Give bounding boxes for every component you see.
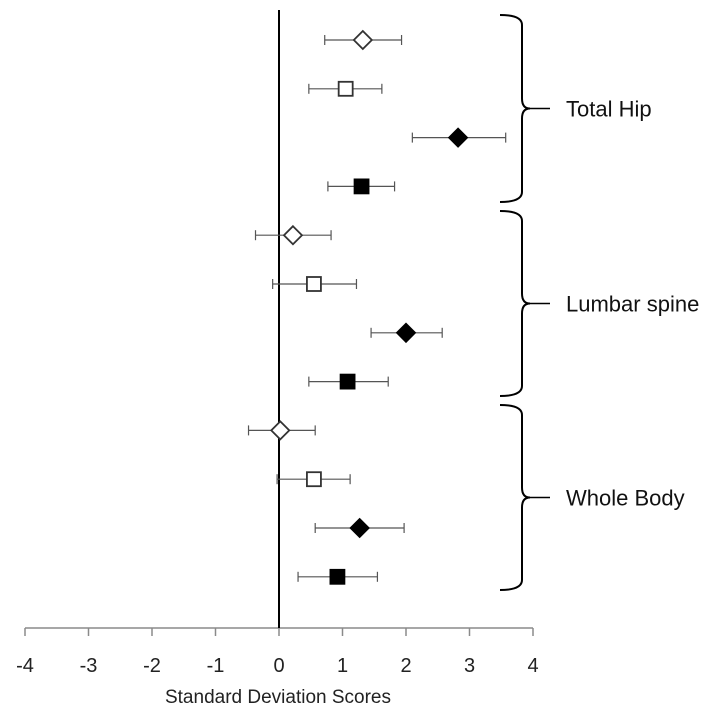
filled-diamond-marker (395, 322, 417, 344)
filled-square-marker (329, 568, 346, 585)
x-tick-label: -4 (16, 655, 34, 677)
group-label: Whole Body (566, 486, 685, 511)
open-diamond-marker (282, 224, 304, 246)
filled-diamond-marker (349, 517, 370, 539)
x-axis-ticks: -4 -3 -2 -1 0 1 2 3 4 (16, 628, 539, 677)
x-tick-label: 4 (527, 655, 538, 677)
filled-square-marker (339, 373, 356, 390)
group-brackets: Total Hip Lumbar spine Whole Body (499, 14, 699, 591)
open-square-marker (306, 471, 322, 488)
data-points (247, 29, 507, 585)
group-bracket (499, 404, 531, 591)
x-tick-label: -1 (207, 655, 225, 677)
group-bracket (499, 210, 531, 397)
open-square-marker (337, 80, 354, 97)
filled-diamond-marker (447, 127, 469, 148)
filled-square-marker (353, 178, 370, 195)
open-diamond-marker (352, 29, 374, 51)
x-tick-label: 0 (273, 655, 284, 677)
x-tick-label: -2 (143, 655, 161, 677)
x-tick-label: -3 (80, 655, 98, 677)
group-label: Total Hip (566, 97, 652, 122)
x-tick-label: 2 (400, 655, 411, 677)
group-label: Lumbar spine (566, 292, 699, 317)
group-bracket (499, 14, 531, 203)
open-diamond-marker (269, 420, 291, 441)
x-axis-title: Standard Deviation Scores (165, 687, 391, 708)
x-tick-label: 3 (464, 655, 475, 677)
open-square-marker (306, 276, 322, 292)
x-tick-label: 1 (337, 655, 348, 677)
